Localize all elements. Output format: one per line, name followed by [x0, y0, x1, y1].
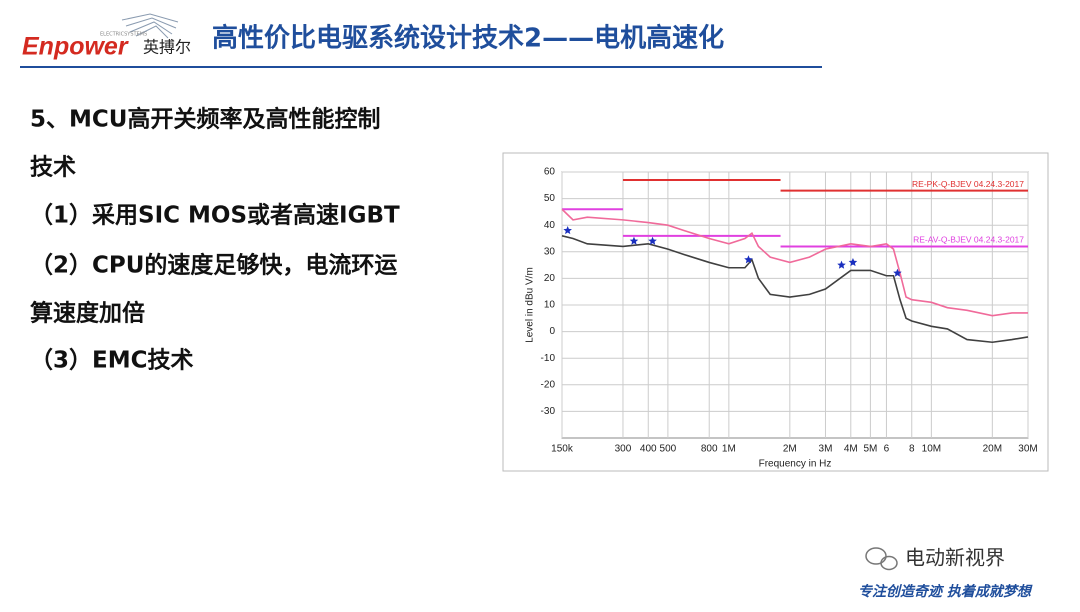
x-tick-label: 400 — [640, 444, 657, 455]
peak-marker — [648, 236, 657, 245]
limit-label: RE-AV-Q-BJEV 04.24.3-2017 — [913, 235, 1024, 245]
peak-marker — [744, 255, 753, 264]
y-tick-label: 50 — [544, 193, 556, 204]
x-tick-label: 2M — [783, 444, 797, 455]
peak-marker — [848, 257, 858, 267]
y-tick-label: -30 — [541, 406, 556, 417]
body-text: （3）EMC技术 — [30, 347, 193, 374]
x-tick-label: 150k — [551, 444, 574, 455]
x-tick-label: 8 — [909, 444, 915, 455]
y-tick-label: -20 — [541, 379, 556, 390]
chart: 60 50 40 30 20 10 0 -10 -20 -30 150k 300 400 500 800 1M… — [525, 167, 1038, 470]
x-tick-label: 3M — [819, 444, 833, 455]
slogan: 专注创造奇迹 执着成就梦想 — [858, 583, 1033, 600]
x-tick-label: 800 — [701, 444, 718, 455]
peak-marker — [837, 260, 846, 269]
x-axis-label: Frequency in Hz — [759, 459, 832, 470]
series-line — [561, 208, 1028, 317]
logo-sub: ELECTRICSYSTEMS — [100, 32, 147, 38]
y-tick-label: 0 — [549, 326, 555, 337]
peak-marker — [629, 236, 639, 245]
series-line — [561, 235, 1029, 344]
peak-marker — [893, 268, 902, 277]
y-tick-label: 40 — [544, 220, 556, 231]
logo: Enpower — [22, 33, 129, 61]
x-tick-label: 20M — [983, 444, 1002, 455]
limit-line — [622, 178, 1028, 192]
body-text: 技术 — [30, 155, 76, 181]
x-tick-label: 6 — [884, 444, 890, 455]
peak-marker — [563, 226, 572, 235]
x-tick-label: 1M — [722, 444, 736, 455]
x-tick-label: 500 — [660, 444, 677, 455]
limit-label: RE-PK-Q-BJEV 04.24.3-2017 — [912, 179, 1024, 189]
logo-cn: 英搏尔 — [143, 38, 191, 57]
body-text: 算速度加倍 — [30, 300, 145, 327]
y-axis-label: Level in dBu V/m — [525, 267, 536, 343]
x-tick-label: 30M — [1018, 444, 1037, 455]
y-tick-label: 10 — [544, 300, 556, 311]
y-tick-label: -10 — [541, 353, 556, 364]
y-tick-label: 60 — [544, 167, 556, 178]
body-text: （1）采用SIC MOS或者高速IGBT — [30, 202, 400, 229]
slide-title: 高性价比电驱系统设计技术2——电机高速化 — [212, 23, 724, 54]
y-tick-label: 20 — [544, 273, 556, 284]
x-tick-label: 300 — [615, 444, 632, 455]
y-tick-label: 30 — [544, 246, 556, 257]
body-text: （2）CPU的速度足够快，电流环运 — [30, 252, 397, 279]
x-tick-label: 4M — [844, 444, 858, 455]
body-text: 5、MCU高开关频率及高性能控制 — [30, 106, 380, 133]
account-name: 电动新视界 — [905, 546, 1005, 570]
x-tick-label: 10M — [922, 444, 941, 455]
x-tick-label: 5M — [863, 444, 877, 455]
logo-graphic — [121, 13, 179, 39]
wechat-icon — [865, 547, 898, 571]
